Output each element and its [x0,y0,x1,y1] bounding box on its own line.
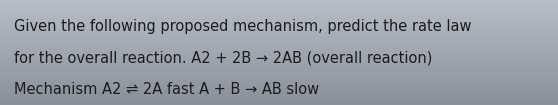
Text: Given the following proposed mechanism, predict the rate law: Given the following proposed mechanism, … [14,19,472,34]
Text: for the overall reaction. A2 + 2B → 2AB (overall reaction): for the overall reaction. A2 + 2B → 2AB … [14,50,432,65]
Text: Mechanism A2 ⇌ 2A fast A + B → AB slow: Mechanism A2 ⇌ 2A fast A + B → AB slow [14,82,319,97]
